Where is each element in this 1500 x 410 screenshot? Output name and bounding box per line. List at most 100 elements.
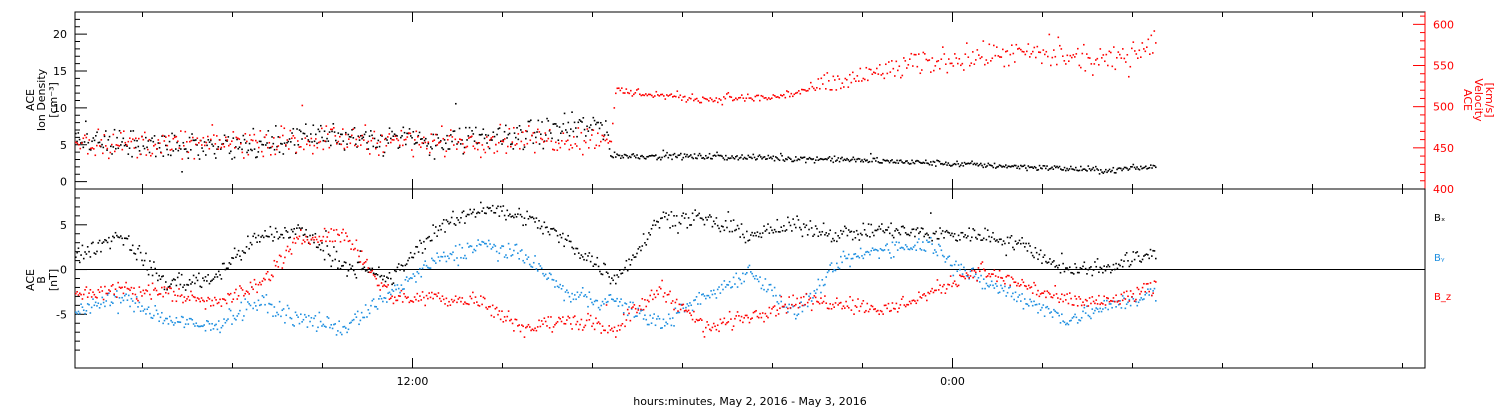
velocity-series-point (385, 144, 388, 147)
by-series-point (333, 323, 335, 326)
bz-series-point (315, 238, 318, 241)
bx-series-point (149, 260, 151, 262)
by-series-point (757, 280, 760, 283)
bz-series-point (89, 288, 92, 291)
bx-series-point (405, 263, 408, 265)
bx-series-point (256, 241, 258, 243)
bx-series-point (428, 235, 430, 238)
velocity-series-point (1084, 70, 1087, 72)
bx-series-point (845, 227, 847, 230)
velocity-series-point (984, 63, 986, 66)
bz-series-point (555, 322, 558, 325)
by-series-point (1124, 307, 1127, 310)
density-series-point (256, 156, 258, 158)
bx-series-point (604, 263, 607, 266)
density-series-point (986, 165, 988, 167)
bx-series-point (1078, 271, 1080, 274)
bz-series-point (178, 288, 180, 290)
bz-series-point (678, 303, 681, 306)
bx-series-point (649, 233, 652, 236)
bz-series-point (752, 311, 755, 314)
velocity-series-point (1018, 47, 1021, 50)
velocity-series-point (169, 149, 172, 151)
bx-series-point (1131, 260, 1133, 263)
by-series-point (699, 303, 702, 305)
bx-series-point (1152, 249, 1154, 252)
density-series-point (771, 157, 773, 160)
bz-series-point (477, 304, 479, 307)
velocity-series-point (295, 151, 298, 154)
velocity-series-point (1032, 50, 1034, 53)
bz-series-point (158, 293, 160, 295)
density-series-point (1042, 164, 1045, 167)
by-series-point (77, 310, 80, 313)
velocity-series-point (865, 66, 868, 69)
velocity-ylabel-line3: [km/s] (1483, 82, 1496, 117)
bz-series-point (568, 317, 571, 319)
density-series-point (890, 159, 892, 162)
velocity-series (75, 30, 1157, 160)
bx-series-point (121, 237, 123, 240)
velocity-series-point (1155, 42, 1157, 44)
bz-series-point (409, 299, 412, 302)
velocity-series-point (834, 79, 836, 81)
velocity-series-point (262, 155, 265, 158)
bz-series-point (840, 301, 842, 304)
density-series-point (297, 143, 300, 146)
density-series-point (606, 131, 608, 134)
by-series-point (395, 288, 397, 291)
density-series-point (648, 155, 651, 157)
bz-series-point (820, 297, 822, 299)
bz-series-point (773, 305, 776, 307)
by-series-point (708, 296, 711, 299)
velocity-series-point (363, 139, 365, 141)
bx-series-point (632, 254, 634, 256)
bx-series-point (93, 252, 96, 254)
density-series-point (93, 139, 96, 142)
bx-series-point (1115, 262, 1117, 265)
bx-series-point (302, 234, 305, 236)
bz-series-point (862, 300, 865, 302)
bx-series-point (836, 240, 838, 243)
bz-series-point (338, 234, 340, 237)
velocity-series-point (750, 97, 752, 99)
bx-series-point (543, 221, 546, 224)
by-series-point (200, 325, 203, 327)
velocity-series-point (432, 140, 434, 143)
bz-series-point (1149, 282, 1152, 284)
velocity-series-point (349, 142, 352, 145)
bz-series-point (661, 279, 663, 282)
density-series-point (938, 160, 941, 163)
density-series-point (798, 158, 801, 161)
bz-series-point (341, 231, 343, 234)
velocity-series-point (211, 124, 214, 126)
density-series-point (342, 140, 345, 142)
density-series-point (692, 157, 695, 160)
bx-series-point (497, 205, 499, 208)
density-series-point (962, 165, 965, 167)
bz-series-point (384, 285, 387, 287)
density-series-point (388, 127, 391, 129)
density-ylabel-line2: Ion Density (35, 68, 48, 131)
velocity-series-point (427, 141, 430, 144)
by-series-point (697, 303, 699, 305)
bz-series-point (826, 307, 829, 310)
bz-series-point (581, 329, 584, 331)
bz-series-point (1076, 304, 1079, 307)
velocity-series-point (871, 73, 874, 76)
by-series-point (663, 324, 666, 327)
bz-series-point (452, 301, 454, 303)
bx-series-point (1084, 267, 1087, 270)
bx-series-point (951, 232, 953, 235)
by-series-point (461, 246, 464, 249)
bz-series-point (298, 235, 301, 238)
bz-series-point (550, 316, 552, 318)
density-series-point (370, 130, 372, 132)
by-series-point (1091, 308, 1094, 310)
by-series-point (971, 268, 973, 270)
bz-series-point (192, 295, 195, 298)
bz-series-point (784, 303, 787, 306)
bz-series-point (466, 303, 469, 305)
bx-series-point (986, 229, 989, 231)
velocity-series-point (354, 144, 356, 147)
